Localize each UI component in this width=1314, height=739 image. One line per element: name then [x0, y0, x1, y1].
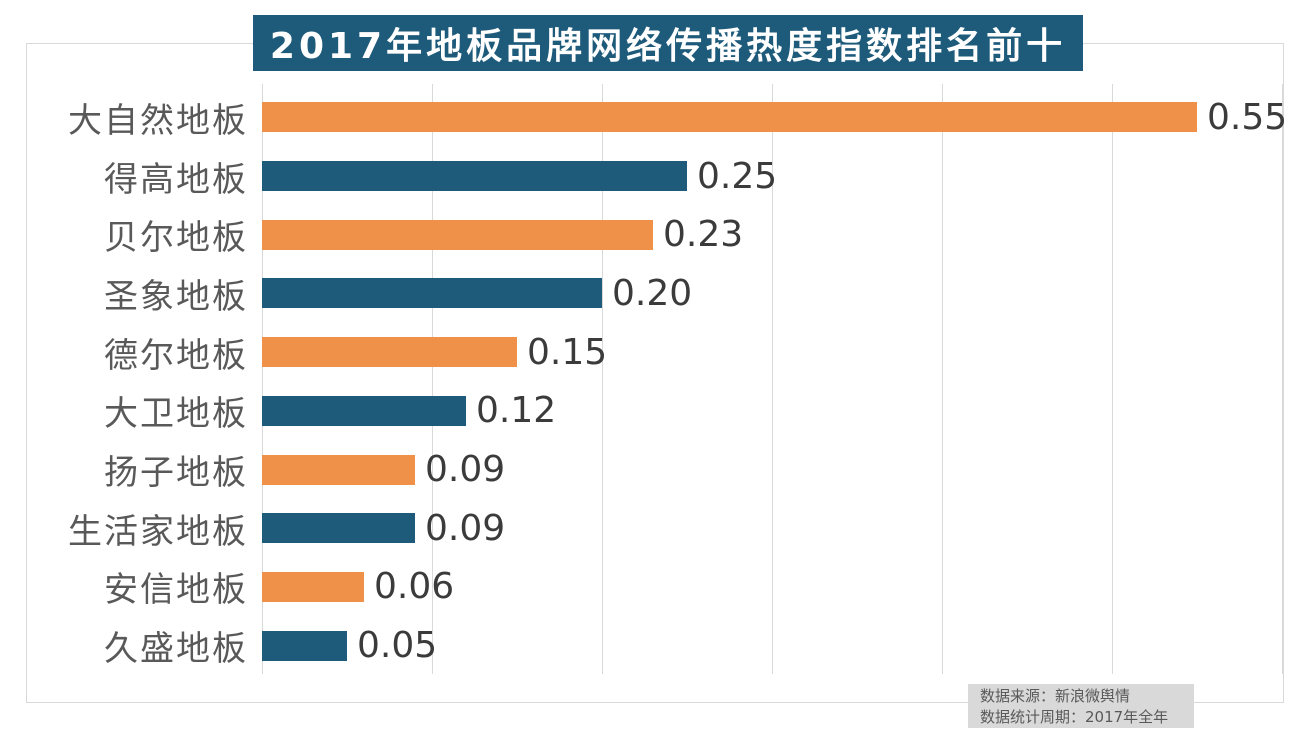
bar: [262, 571, 364, 602]
bar: [262, 454, 415, 485]
value-label: 0.05: [357, 625, 438, 667]
bar-track: 0.25: [262, 147, 1282, 206]
bar-track: 0.09: [262, 440, 1282, 499]
bar-row: 大自然地板 0.55: [26, 88, 1287, 147]
gridline: [1282, 84, 1283, 674]
bar-track: 0.09: [262, 499, 1282, 558]
category-label: 圣象地板: [104, 276, 248, 317]
value-label: 0.23: [663, 214, 744, 256]
source-line: 数据来源：新浪微舆情: [980, 687, 1131, 705]
bar-row: 德尔地板 0.15: [26, 323, 1282, 382]
value-label: 0.25: [697, 155, 778, 197]
bar-track: 0.06: [262, 558, 1282, 617]
category-label: 久盛地板: [104, 629, 248, 670]
bar: [262, 219, 653, 250]
gridline: [772, 84, 773, 674]
bar-row: 贝尔地板 0.23: [26, 205, 1282, 264]
bar: [262, 630, 347, 661]
gridline: [602, 84, 603, 674]
gridline: [1112, 84, 1113, 674]
category-label: 德尔地板: [104, 335, 248, 376]
category-label: 安信地板: [104, 570, 248, 611]
bar-row: 圣象地板 0.20: [26, 264, 1282, 323]
source-note: 数据来源：新浪微舆情 数据统计周期：2017年全年: [968, 684, 1194, 728]
bar-track: 0.55: [262, 88, 1287, 147]
value-label: 0.09: [425, 507, 506, 549]
period-line: 数据统计周期：2017年全年: [980, 708, 1169, 726]
bar-row: 生活家地板 0.09: [26, 499, 1282, 558]
value-label: 0.09: [425, 449, 506, 491]
bar-row: 大卫地板 0.12: [26, 382, 1282, 441]
category-label: 大卫地板: [104, 394, 248, 435]
bar: [262, 513, 415, 544]
chart-title-banner: 2017年地板品牌网络传播热度指数排名前十: [253, 15, 1083, 71]
category-label: 贝尔地板: [104, 218, 248, 259]
bar: [262, 102, 1197, 133]
gridlines: [262, 84, 1283, 674]
value-label: 0.15: [527, 331, 608, 373]
value-label: 0.20: [612, 272, 693, 314]
bar-track: 0.05: [262, 616, 1282, 675]
value-label: 0.12: [476, 390, 557, 432]
chart-frame: [26, 43, 1284, 703]
bar-track: 0.23: [262, 205, 1282, 264]
bar-rows: 大自然地板 0.55 得高地板 0.25 贝尔地板 0.23 圣象地板 0.20 德尔地板 0.1…: [26, 88, 1287, 675]
bar: [262, 337, 517, 368]
category-label: 生活家地板: [68, 511, 248, 552]
bar-row: 得高地板 0.25: [26, 147, 1282, 206]
bar: [262, 161, 687, 192]
bar-row: 扬子地板 0.09: [26, 440, 1282, 499]
bar-track: 0.12: [262, 382, 1282, 441]
bar-row: 久盛地板 0.05: [26, 616, 1282, 675]
gridline: [262, 84, 263, 674]
chart-title: 2017年地板品牌网络传播热度指数排名前十: [269, 26, 1067, 67]
bar-track: 0.15: [262, 323, 1282, 382]
bar-track: 0.20: [262, 264, 1282, 323]
bar: [262, 395, 466, 426]
gridline: [942, 84, 943, 674]
bar: [262, 278, 602, 309]
category-label: 扬子地板: [104, 453, 248, 494]
category-label: 得高地板: [104, 159, 248, 200]
category-label: 大自然地板: [68, 100, 248, 141]
bar-row: 安信地板 0.06: [26, 558, 1282, 617]
value-label: 0.06: [374, 566, 455, 608]
gridline: [432, 84, 433, 674]
value-label: 0.55: [1207, 96, 1288, 138]
